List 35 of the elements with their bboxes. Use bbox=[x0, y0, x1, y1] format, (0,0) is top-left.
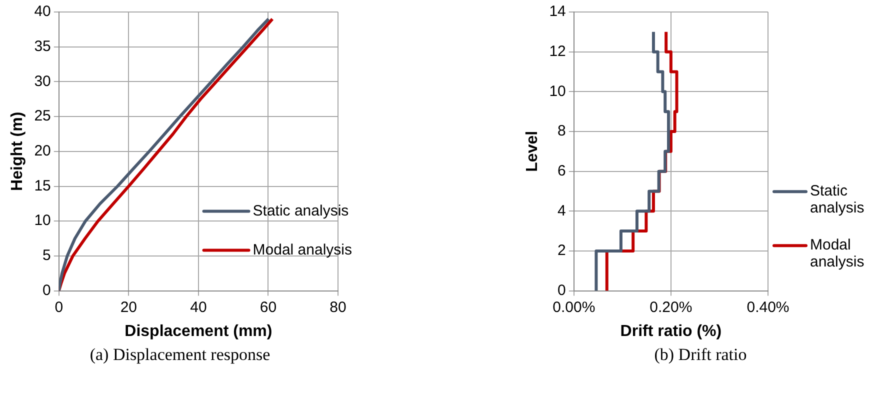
y-tick-label: 15 bbox=[34, 177, 51, 194]
y-axis-title: Height (m) bbox=[9, 112, 26, 191]
y-axis-title: Level bbox=[524, 130, 542, 172]
y-tick-label: 35 bbox=[34, 38, 51, 55]
y-tick-label: 0 bbox=[558, 282, 566, 299]
y-tick-label: 12 bbox=[549, 42, 566, 60]
y-tick-label: 10 bbox=[549, 82, 566, 100]
y-tick-label: 0 bbox=[42, 282, 51, 299]
y-tick-label: 25 bbox=[34, 108, 51, 125]
legend-label: Static analysis bbox=[252, 202, 349, 220]
x-tick-label: 0.20% bbox=[650, 298, 692, 316]
y-tick-label: 5 bbox=[42, 247, 51, 264]
x-tick-label: 0 bbox=[54, 298, 64, 316]
x-tick-label: 80 bbox=[330, 298, 346, 316]
y-tick-label: 2 bbox=[558, 242, 566, 260]
text: (b) Drift ratio bbox=[653, 345, 748, 365]
x-tick-label: 20 bbox=[120, 298, 138, 316]
x-tick-label: 0.40% bbox=[746, 298, 790, 316]
x-axis-title: Drift ratio (%) bbox=[620, 322, 722, 340]
x-tick-label: 0.00% bbox=[552, 298, 596, 316]
legend-label: Modal analysis bbox=[252, 241, 352, 258]
x-axis-title: Displacement (mm) bbox=[124, 322, 272, 340]
y-tick-label: 8 bbox=[558, 122, 566, 140]
y-tick-label: 4 bbox=[558, 202, 566, 220]
legend-label: Modal analysis bbox=[810, 236, 864, 271]
text: (a) Displacement response bbox=[88, 345, 272, 365]
y-tick-label: 40 bbox=[34, 3, 51, 20]
y-tick-label: 10 bbox=[34, 212, 51, 230]
y-tick-label: 20 bbox=[34, 142, 51, 160]
x-tick-label: 40 bbox=[190, 298, 207, 316]
x-tick-label: 60 bbox=[260, 298, 277, 316]
y-tick-label: 30 bbox=[34, 72, 51, 90]
y-tick-label: 6 bbox=[558, 162, 566, 180]
legend-label: Static analysis bbox=[810, 182, 864, 217]
y-tick-label: 14 bbox=[549, 3, 566, 20]
